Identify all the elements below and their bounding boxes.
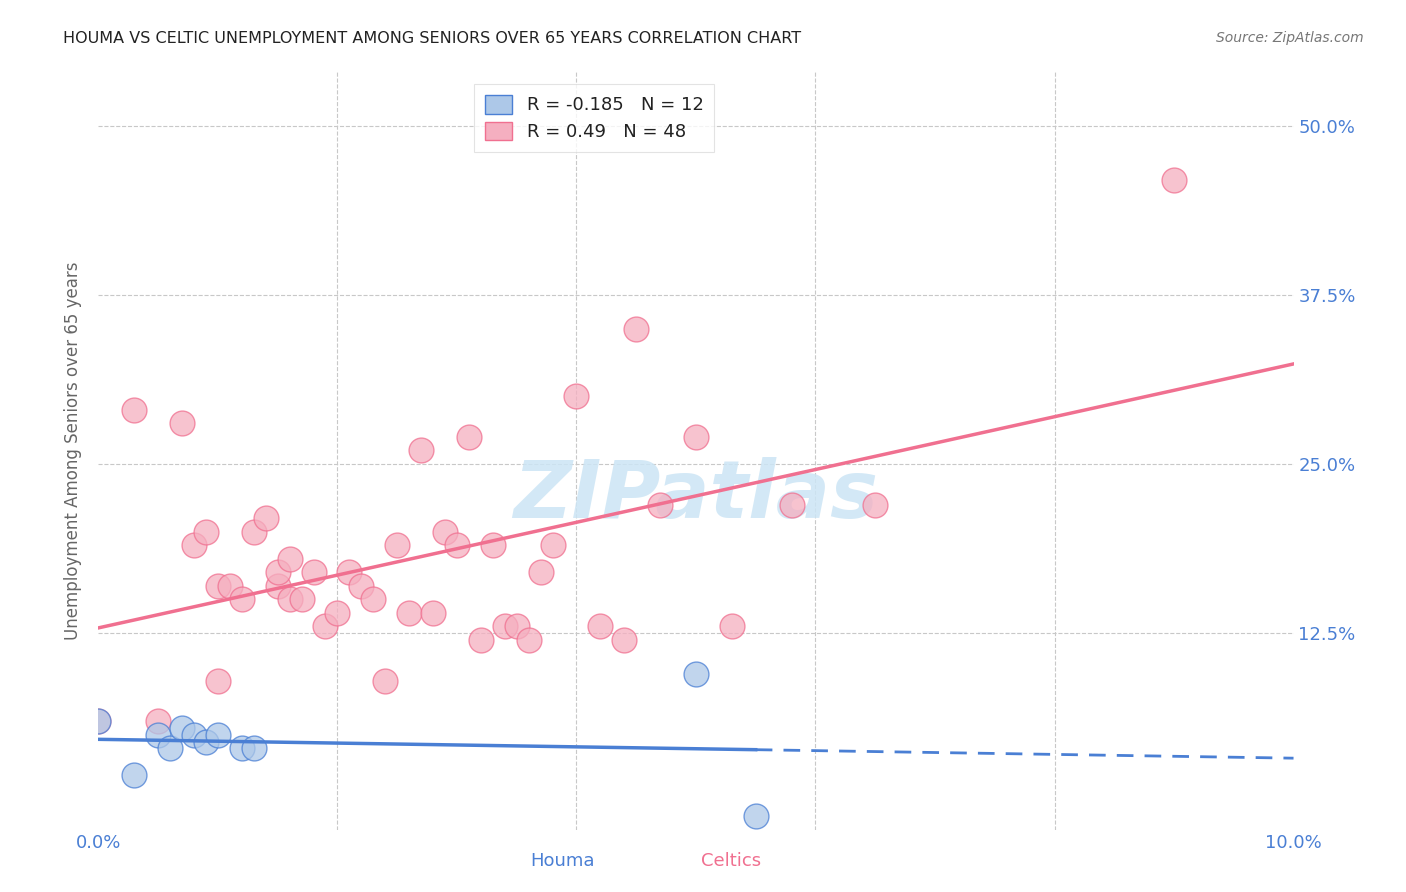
Point: [458, 430, 481, 444]
Point: [517, 633, 540, 648]
Point: [721, 619, 744, 633]
Point: [302, 566, 325, 580]
Point: [434, 524, 457, 539]
Point: [541, 538, 564, 552]
Point: [339, 566, 361, 580]
Point: [207, 728, 229, 742]
Point: [374, 673, 396, 688]
Point: [589, 619, 612, 633]
Point: [315, 619, 337, 633]
Point: [1163, 172, 1185, 186]
Text: Source: ZipAtlas.com: Source: ZipAtlas.com: [1216, 31, 1364, 45]
Point: [243, 524, 266, 539]
Point: [470, 633, 492, 648]
Point: [172, 417, 194, 431]
Point: [219, 579, 242, 593]
Point: [243, 741, 266, 756]
Point: [267, 579, 290, 593]
Point: [411, 443, 433, 458]
Legend: R = -0.185   N = 12, R = 0.49   N = 48: R = -0.185 N = 12, R = 0.49 N = 48: [474, 84, 714, 152]
Point: [865, 498, 887, 512]
Point: [482, 538, 505, 552]
Point: [87, 714, 110, 729]
Point: [446, 538, 468, 552]
Point: [124, 768, 146, 782]
Point: [780, 498, 803, 512]
Point: [494, 619, 516, 633]
Text: HOUMA VS CELTIC UNEMPLOYMENT AMONG SENIORS OVER 65 YEARS CORRELATION CHART: HOUMA VS CELTIC UNEMPLOYMENT AMONG SENIO…: [63, 31, 801, 46]
Point: [195, 524, 218, 539]
Point: [207, 673, 229, 688]
Point: [685, 430, 707, 444]
Point: [124, 402, 146, 417]
Point: [745, 809, 768, 823]
Point: [278, 592, 301, 607]
Point: [254, 511, 277, 525]
Text: Houma: Houma: [530, 852, 595, 870]
Point: [326, 606, 349, 620]
Point: [278, 551, 301, 566]
Y-axis label: Unemployment Among Seniors over 65 years: Unemployment Among Seniors over 65 years: [65, 261, 83, 640]
Point: [530, 566, 553, 580]
Point: [183, 728, 205, 742]
Point: [267, 566, 290, 580]
Point: [650, 498, 672, 512]
Point: [613, 633, 636, 648]
Point: [398, 606, 420, 620]
Point: [207, 579, 229, 593]
Point: [148, 728, 170, 742]
Point: [183, 538, 205, 552]
Text: Celtics: Celtics: [702, 852, 761, 870]
Point: [172, 721, 194, 735]
Point: [350, 579, 373, 593]
Point: [159, 741, 181, 756]
Point: [506, 619, 529, 633]
Point: [87, 714, 110, 729]
Point: [148, 714, 170, 729]
Text: ZIPatlas: ZIPatlas: [513, 457, 879, 535]
Point: [422, 606, 444, 620]
Point: [363, 592, 385, 607]
Point: [626, 321, 648, 335]
Point: [195, 734, 218, 748]
Point: [291, 592, 314, 607]
Point: [231, 741, 253, 756]
Point: [565, 389, 588, 403]
Point: [385, 538, 409, 552]
Point: [685, 666, 707, 681]
Point: [231, 592, 253, 607]
